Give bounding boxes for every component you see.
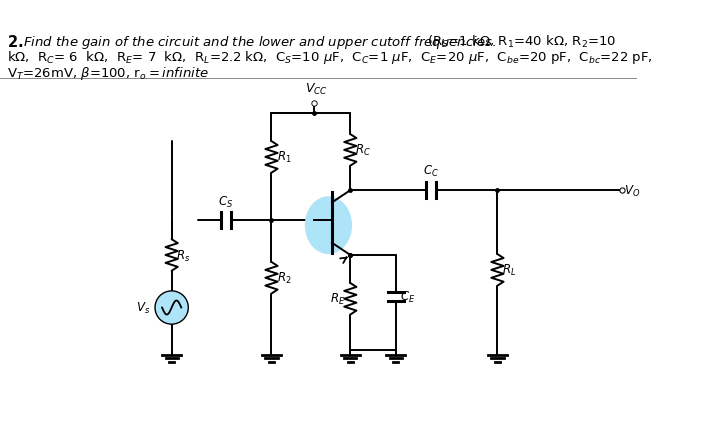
Ellipse shape [155,291,188,325]
Text: k$\Omega$,  R$_C$= 6  k$\Omega$,  R$_E$= 7  k$\Omega$,  R$_L$=2.2 k$\Omega$,  C$: k$\Omega$, R$_C$= 6 k$\Omega$, R$_E$= 7 … [7,49,653,66]
Text: $R_1$: $R_1$ [277,150,292,165]
Text: $R_2$: $R_2$ [277,271,292,285]
Text: $C_E$: $C_E$ [401,289,416,304]
Ellipse shape [305,197,352,254]
Text: $R_L$: $R_L$ [502,263,516,278]
Text: $V_{CC}$: $V_{CC}$ [305,81,328,96]
Text: $\it{Find\ the\ gain\ of\ the\ circuit\ and\ the\ lower\ and\ upper\ cutoff\ fre: $\it{Find\ the\ gain\ of\ the\ circuit\ … [23,34,496,50]
Text: $\mathbf{2.}$: $\mathbf{2.}$ [7,34,23,49]
Text: $V_O$: $V_O$ [624,183,640,198]
Text: (R$_S$=1 k$\Omega$, R$_1$=40 k$\Omega$, R$_2$=10: (R$_S$=1 k$\Omega$, R$_1$=40 k$\Omega$, … [427,34,616,49]
Text: V$_T$=26mV, $\beta$=100, r$_o$$\it{=infinite}$: V$_T$=26mV, $\beta$=100, r$_o$$\it{=infi… [7,65,209,82]
Text: $R_C$: $R_C$ [355,143,371,158]
Text: $C_C$: $C_C$ [423,164,439,178]
Text: $V_s$: $V_s$ [137,300,150,315]
Text: $C_S$: $C_S$ [218,194,233,209]
Text: $R_s$: $R_s$ [176,248,190,263]
Text: $R_E$: $R_E$ [330,291,345,307]
